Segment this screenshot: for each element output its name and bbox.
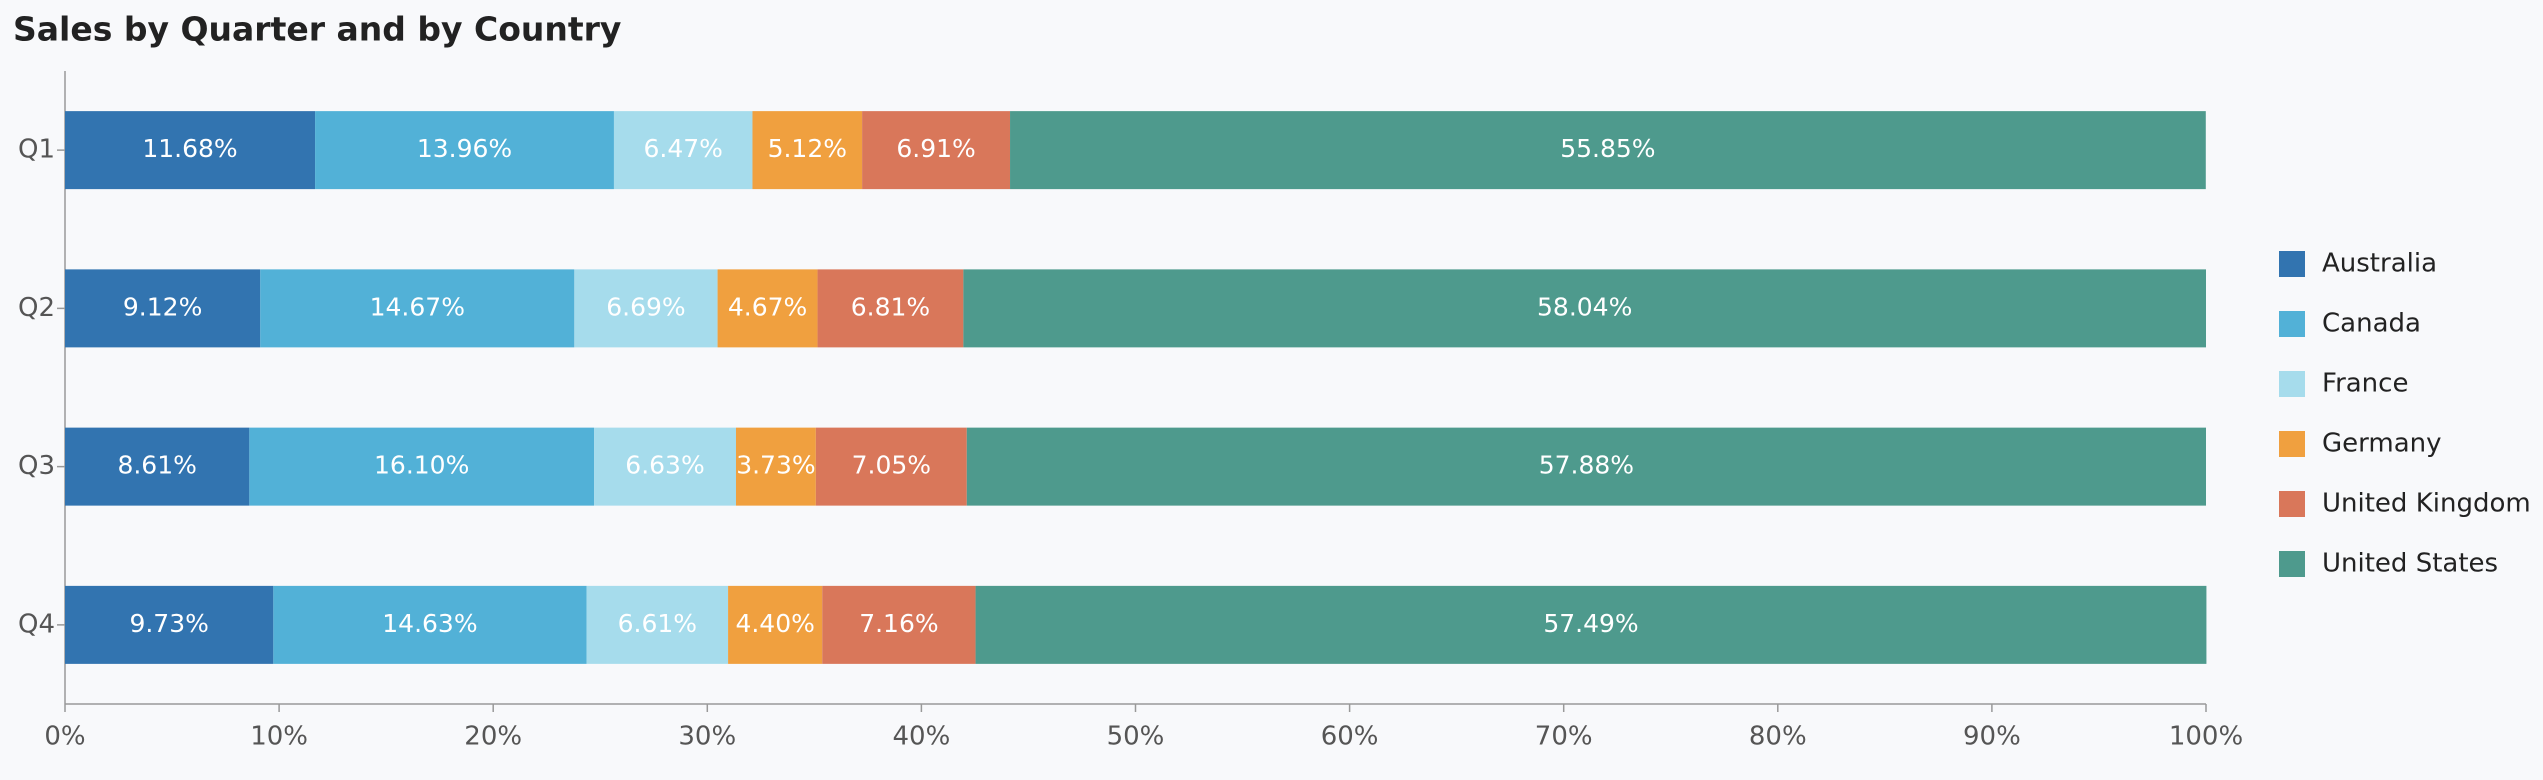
- bar-segment: [1010, 111, 2206, 190]
- bar-segment: [613, 111, 753, 190]
- legend-swatch: [2279, 311, 2305, 337]
- y-tick-label: Q4: [18, 609, 55, 639]
- legend-label: Australia: [2322, 249, 2437, 279]
- value-label: 57.88%: [1539, 451, 1634, 480]
- bar-segment: [975, 585, 2207, 664]
- bar-segment: [249, 427, 595, 506]
- bar-segment: [65, 585, 274, 664]
- value-label: 6.47%: [644, 134, 723, 163]
- value-label: 11.68%: [142, 134, 237, 163]
- bar-segment: [963, 269, 2207, 348]
- bar-segment: [65, 269, 261, 348]
- bar-segment: [65, 111, 316, 190]
- bar-segment: [574, 269, 718, 348]
- bar-segment: [273, 585, 587, 664]
- bar-segment: [822, 585, 976, 664]
- bar-segment: [586, 585, 729, 664]
- value-label: 58.04%: [1537, 292, 1632, 321]
- value-label: 55.85%: [1560, 134, 1655, 163]
- legend-label: France: [2322, 369, 2408, 399]
- value-label: 9.12%: [123, 292, 202, 321]
- x-tick-label: 70%: [1535, 722, 1593, 752]
- legend-swatch: [2279, 431, 2305, 457]
- value-label: 6.81%: [851, 292, 930, 321]
- x-tick-label: 90%: [1963, 722, 2021, 752]
- value-label: 5.12%: [768, 134, 847, 163]
- value-label: 9.73%: [129, 609, 208, 638]
- x-tick-label: 30%: [678, 722, 736, 752]
- legend-swatch: [2279, 551, 2305, 577]
- bar-segment: [594, 427, 736, 506]
- x-tick-label: 40%: [893, 722, 951, 752]
- bar-segment: [752, 111, 863, 190]
- value-label: 7.16%: [859, 609, 938, 638]
- bar-segment: [728, 585, 823, 664]
- bar-segment: [315, 111, 614, 190]
- x-tick-label: 60%: [1321, 722, 1379, 752]
- value-label: 6.61%: [618, 609, 697, 638]
- legend-label: United Kingdom: [2322, 489, 2531, 519]
- legend-label: United States: [2322, 549, 2498, 579]
- legend-label: Canada: [2322, 309, 2421, 339]
- bar-segment: [735, 427, 816, 506]
- y-tick-label: Q2: [18, 293, 55, 323]
- value-label: 13.96%: [417, 134, 512, 163]
- x-tick-label: 20%: [464, 722, 522, 752]
- x-tick-label: 0%: [44, 722, 85, 752]
- y-tick-label: Q1: [18, 135, 55, 165]
- value-label: 6.69%: [606, 292, 685, 321]
- value-label: 8.61%: [117, 451, 196, 480]
- y-tick-label: Q3: [18, 451, 55, 481]
- bar-segment: [260, 269, 575, 348]
- value-label: 4.67%: [728, 292, 807, 321]
- x-tick-label: 100%: [2169, 722, 2243, 752]
- bar-segment: [65, 427, 250, 506]
- bar-segment: [817, 269, 964, 348]
- value-label: 57.49%: [1543, 609, 1638, 638]
- value-label: 6.91%: [896, 134, 975, 163]
- x-tick-label: 10%: [250, 722, 308, 752]
- value-label: 3.73%: [736, 451, 815, 480]
- legend-swatch: [2279, 491, 2305, 517]
- chart-title: Sales by Quarter and by Country: [13, 10, 621, 49]
- value-label: 14.63%: [382, 609, 477, 638]
- value-label: 14.67%: [370, 292, 465, 321]
- bar-segment: [966, 427, 2206, 506]
- bar-segment: [717, 269, 818, 348]
- value-label: 7.05%: [852, 451, 931, 480]
- x-tick-label: 50%: [1107, 722, 1165, 752]
- x-tick-label: 80%: [1749, 722, 1807, 752]
- value-label: 4.40%: [735, 609, 814, 638]
- bar-segment: [815, 427, 967, 506]
- bar-segment: [862, 111, 1011, 190]
- legend-label: Germany: [2322, 429, 2442, 459]
- value-label: 6.63%: [625, 451, 704, 480]
- legend-swatch: [2279, 251, 2305, 277]
- value-label: 16.10%: [374, 451, 469, 480]
- legend-swatch: [2279, 371, 2305, 397]
